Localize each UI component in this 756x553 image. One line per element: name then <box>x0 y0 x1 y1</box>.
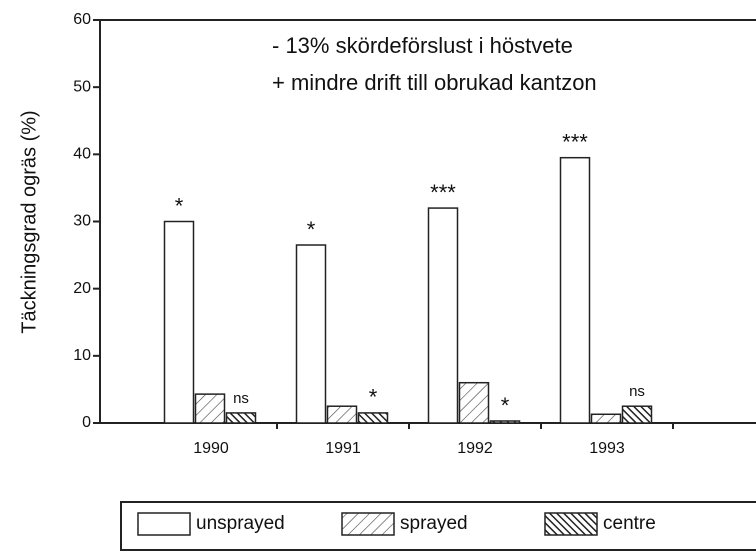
bar <box>225 412 257 424</box>
y-tick-label: 10 <box>73 347 91 364</box>
significance-label: *** <box>562 130 588 155</box>
significance-label: * <box>307 217 316 242</box>
legend-swatch <box>341 512 395 536</box>
y-tick-label: 50 <box>73 78 91 95</box>
significance-label: * <box>501 393 510 418</box>
bar <box>559 156 591 424</box>
bar <box>427 207 459 424</box>
x-tick-label: 1991 <box>325 440 361 457</box>
y-tick-label: 20 <box>73 280 91 297</box>
annotation: - 13% skördeförslust i höstvete <box>272 33 573 58</box>
bar <box>621 405 653 424</box>
significance-label: *** <box>430 180 456 205</box>
bar <box>489 420 521 424</box>
bar <box>357 412 389 424</box>
significance-label: * <box>175 193 184 218</box>
bar <box>163 220 195 424</box>
legend-label: unsprayed <box>196 513 285 534</box>
legend-box <box>120 501 756 551</box>
x-tick-label: 1990 <box>193 440 229 457</box>
significance-label: ns <box>233 390 249 407</box>
bar <box>194 393 226 424</box>
y-tick-label: 60 <box>73 11 91 28</box>
bar <box>590 413 622 424</box>
y-tick-label: 0 <box>82 414 91 431</box>
legend-label: centre <box>603 513 656 534</box>
y-axis-label: Täckningsgrad ogräs (%) <box>18 110 40 333</box>
legend-swatch <box>544 512 598 536</box>
y-tick-label: 30 <box>73 213 91 230</box>
legend-label: sprayed <box>400 513 468 534</box>
significance-label: * <box>369 385 378 410</box>
y-tick-label: 40 <box>73 146 91 163</box>
significance-label: ns <box>629 383 645 400</box>
x-tick-label: 1992 <box>457 440 493 457</box>
bar <box>458 381 490 424</box>
bar <box>295 244 327 424</box>
bar <box>326 405 358 424</box>
legend-swatch <box>137 512 191 536</box>
annotation: + mindre drift till obrukad kantzon <box>272 70 597 95</box>
x-tick-label: 1993 <box>589 440 625 457</box>
